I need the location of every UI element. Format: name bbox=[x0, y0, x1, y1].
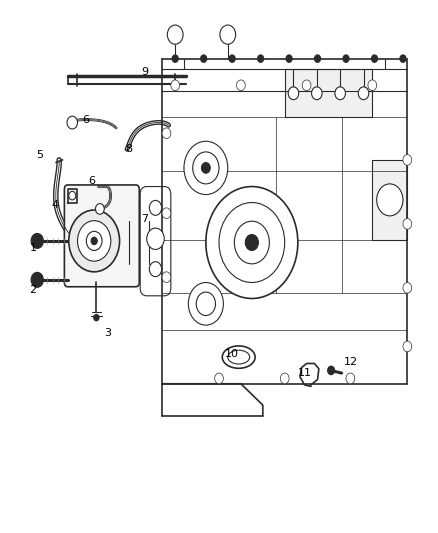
Circle shape bbox=[149, 262, 162, 277]
Circle shape bbox=[280, 373, 289, 384]
Circle shape bbox=[335, 87, 346, 100]
Circle shape bbox=[201, 163, 210, 173]
Text: 6: 6 bbox=[82, 115, 89, 125]
Circle shape bbox=[69, 191, 76, 200]
Circle shape bbox=[78, 221, 111, 261]
Circle shape bbox=[403, 155, 412, 165]
Circle shape bbox=[311, 87, 322, 100]
Circle shape bbox=[206, 187, 298, 298]
Circle shape bbox=[162, 272, 171, 282]
Circle shape bbox=[371, 55, 378, 62]
Text: 8: 8 bbox=[126, 144, 133, 154]
Circle shape bbox=[149, 200, 162, 215]
Circle shape bbox=[343, 55, 349, 62]
Circle shape bbox=[368, 80, 377, 91]
Circle shape bbox=[147, 228, 164, 249]
Ellipse shape bbox=[228, 350, 250, 364]
Circle shape bbox=[91, 237, 97, 245]
Circle shape bbox=[184, 141, 228, 195]
Circle shape bbox=[220, 25, 236, 44]
Circle shape bbox=[302, 80, 311, 91]
Circle shape bbox=[286, 55, 292, 62]
Text: 1: 1 bbox=[29, 243, 36, 253]
Circle shape bbox=[400, 55, 406, 62]
Circle shape bbox=[219, 203, 285, 282]
Text: 12: 12 bbox=[343, 358, 357, 367]
Text: 4: 4 bbox=[51, 200, 58, 210]
Circle shape bbox=[162, 128, 171, 139]
Circle shape bbox=[229, 55, 235, 62]
Circle shape bbox=[245, 235, 258, 251]
Circle shape bbox=[188, 282, 223, 325]
Circle shape bbox=[403, 282, 412, 293]
Circle shape bbox=[95, 204, 104, 214]
Circle shape bbox=[314, 55, 321, 62]
Text: 9: 9 bbox=[141, 67, 148, 77]
FancyBboxPatch shape bbox=[140, 187, 171, 296]
Circle shape bbox=[31, 272, 43, 287]
Circle shape bbox=[193, 152, 219, 184]
Circle shape bbox=[403, 341, 412, 352]
Text: 2: 2 bbox=[29, 286, 36, 295]
Circle shape bbox=[234, 221, 269, 264]
Circle shape bbox=[403, 219, 412, 229]
Bar bbox=[129, 221, 149, 264]
FancyBboxPatch shape bbox=[64, 185, 139, 287]
Circle shape bbox=[167, 25, 183, 44]
Text: 3: 3 bbox=[104, 328, 111, 338]
Circle shape bbox=[196, 292, 215, 316]
Text: 10: 10 bbox=[225, 350, 239, 359]
Ellipse shape bbox=[222, 346, 255, 368]
Circle shape bbox=[215, 373, 223, 384]
Circle shape bbox=[67, 116, 78, 129]
Text: 11: 11 bbox=[297, 368, 311, 378]
Bar bbox=[285, 69, 372, 117]
Circle shape bbox=[69, 210, 120, 272]
Circle shape bbox=[162, 208, 171, 219]
Circle shape bbox=[171, 80, 180, 91]
Text: 6: 6 bbox=[88, 176, 95, 186]
Circle shape bbox=[86, 231, 102, 251]
Circle shape bbox=[172, 55, 178, 62]
Circle shape bbox=[328, 366, 335, 375]
Circle shape bbox=[31, 233, 43, 248]
Circle shape bbox=[358, 87, 369, 100]
Circle shape bbox=[237, 80, 245, 91]
Circle shape bbox=[377, 184, 403, 216]
Text: 7: 7 bbox=[141, 214, 148, 223]
Bar bbox=[372, 160, 407, 240]
Circle shape bbox=[258, 55, 264, 62]
Text: 5: 5 bbox=[36, 150, 43, 159]
Circle shape bbox=[346, 373, 355, 384]
Circle shape bbox=[288, 87, 299, 100]
Circle shape bbox=[201, 55, 207, 62]
Circle shape bbox=[94, 314, 99, 321]
